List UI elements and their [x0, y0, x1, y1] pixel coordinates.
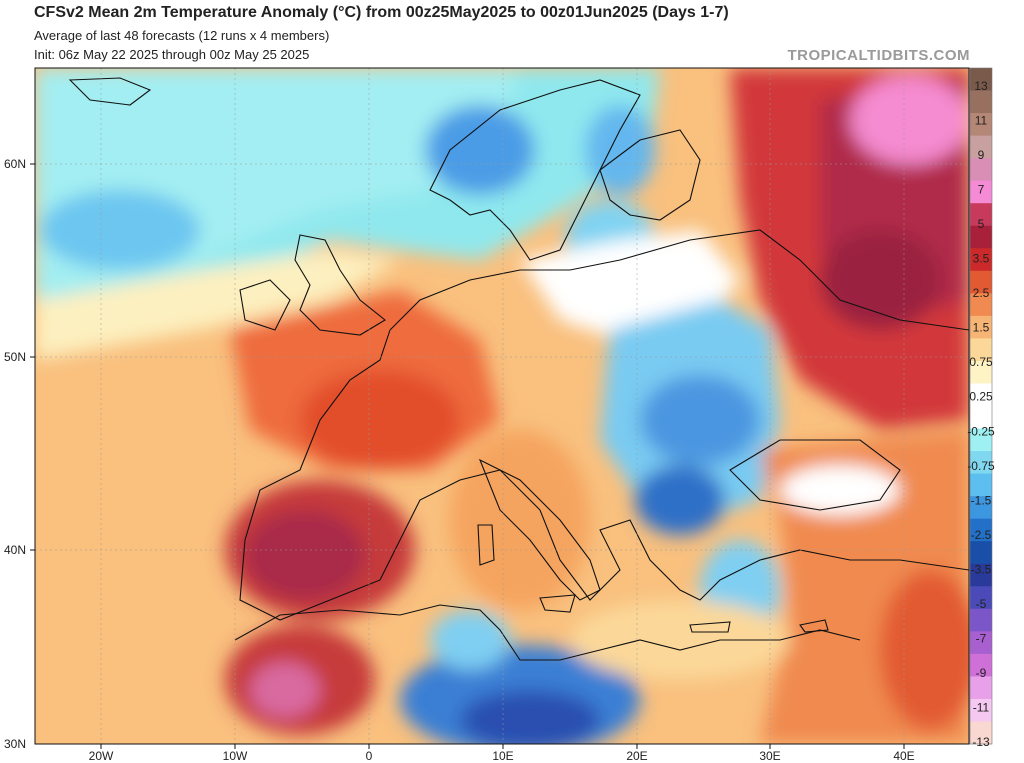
- colorbar-swatch: [970, 406, 992, 430]
- axis-ticks: [30, 163, 905, 749]
- colorbar-label: 0.75: [969, 355, 993, 369]
- lat-label-50n: 50N: [4, 350, 26, 364]
- colorbar: 13 11 9 7 5 3.5 2.5 1.5 0.75 0.25 -0.25 -0.75 -1.5 -2…: [967, 67, 995, 749]
- colorbar-label: 7: [978, 183, 985, 197]
- colorbar-swatch: [970, 270, 992, 294]
- map-frame: [34, 67, 970, 745]
- colorbar-swatch: [970, 293, 992, 317]
- lat-label-30n: 30N: [4, 737, 26, 751]
- colorbar-swatch: [970, 68, 992, 92]
- colorbar-swatch: [970, 631, 992, 655]
- colorbar-swatch: [970, 608, 992, 632]
- colorbar-swatch: [970, 496, 992, 520]
- colorbar-label: 1.5: [973, 321, 990, 335]
- source-credit: TROPICALTIDBITS.COM: [787, 47, 970, 64]
- lat-label-40n: 40N: [4, 543, 26, 557]
- colorbar-swatch: [970, 248, 992, 272]
- colorbar-label: 9: [978, 148, 985, 162]
- colorbar-label: -0.25: [967, 424, 995, 438]
- anomaly-field: [35, 68, 969, 744]
- colorbar-label: -7: [976, 631, 987, 645]
- colorbar-swatch: [970, 676, 992, 700]
- colorbar-swatch: [970, 451, 992, 475]
- colorbar-swatch: [970, 315, 992, 339]
- colorbar-label: 0.25: [969, 390, 993, 404]
- colorbar-swatch: [970, 586, 992, 610]
- colorbar-label: -9: [976, 666, 987, 680]
- colorbar-swatch: [970, 518, 992, 542]
- lat-label-60n: 60N: [4, 157, 26, 171]
- colorbar-swatch: [970, 698, 992, 723]
- colorbar-swatch: [970, 338, 992, 362]
- colorbar-swatch: [970, 473, 992, 497]
- lon-label-10e: 10E: [492, 749, 513, 763]
- colorbar-swatch: [970, 158, 992, 182]
- lon-label-30e: 30E: [759, 749, 780, 763]
- coastlines: [68, 77, 969, 661]
- map-subtitle-init: Init: 06z May 22 2025 through 00z May 25…: [34, 47, 310, 62]
- lon-label-20w: 20W: [89, 749, 114, 763]
- colorbar-label: 5: [978, 217, 985, 231]
- lon-label-20e: 20E: [626, 749, 647, 763]
- colorbar-label: -1.5: [971, 493, 992, 507]
- colorbar-label: 13: [974, 79, 988, 93]
- colorbar-swatch: [970, 203, 992, 227]
- colorbar-swatch: [970, 90, 992, 114]
- colorbar-swatch: [970, 135, 992, 159]
- colorbar-frame: [969, 67, 993, 745]
- colorbar-swatch: [970, 360, 992, 385]
- colorbar-swatch: [970, 113, 992, 137]
- map-title: CFSv2 Mean 2m Temperature Anomaly (°C) f…: [34, 4, 729, 21]
- colorbar-label: 2.5: [973, 286, 990, 300]
- colorbar-label: 3.5: [973, 252, 990, 266]
- colorbar-swatch: [970, 383, 992, 407]
- colorbar-label: -13: [972, 735, 990, 749]
- colorbar-swatch: [970, 541, 992, 565]
- map-subtitle-forecasts: Average of last 48 forecasts (12 runs x …: [34, 28, 330, 43]
- colorbar-label: -2.5: [971, 528, 992, 542]
- colorbar-swatch: [970, 653, 992, 677]
- colorbar-label: -0.75: [967, 459, 995, 473]
- colorbar-swatch: [970, 721, 992, 745]
- colorbar-swatch: [970, 563, 992, 587]
- lon-label-0: 0: [366, 749, 373, 763]
- colorbar-label: 11: [975, 114, 988, 128]
- lon-label-10w: 10W: [223, 749, 248, 763]
- colorbar-label: -11: [973, 700, 990, 714]
- colorbar-swatch: [970, 180, 992, 204]
- colorbar-swatch: [970, 428, 992, 452]
- graticule: [35, 68, 969, 744]
- lon-label-40e: 40E: [893, 749, 914, 763]
- colorbar-label: -5: [976, 597, 987, 611]
- colorbar-swatch: [970, 225, 992, 249]
- colorbar-label: -3.5: [971, 562, 992, 576]
